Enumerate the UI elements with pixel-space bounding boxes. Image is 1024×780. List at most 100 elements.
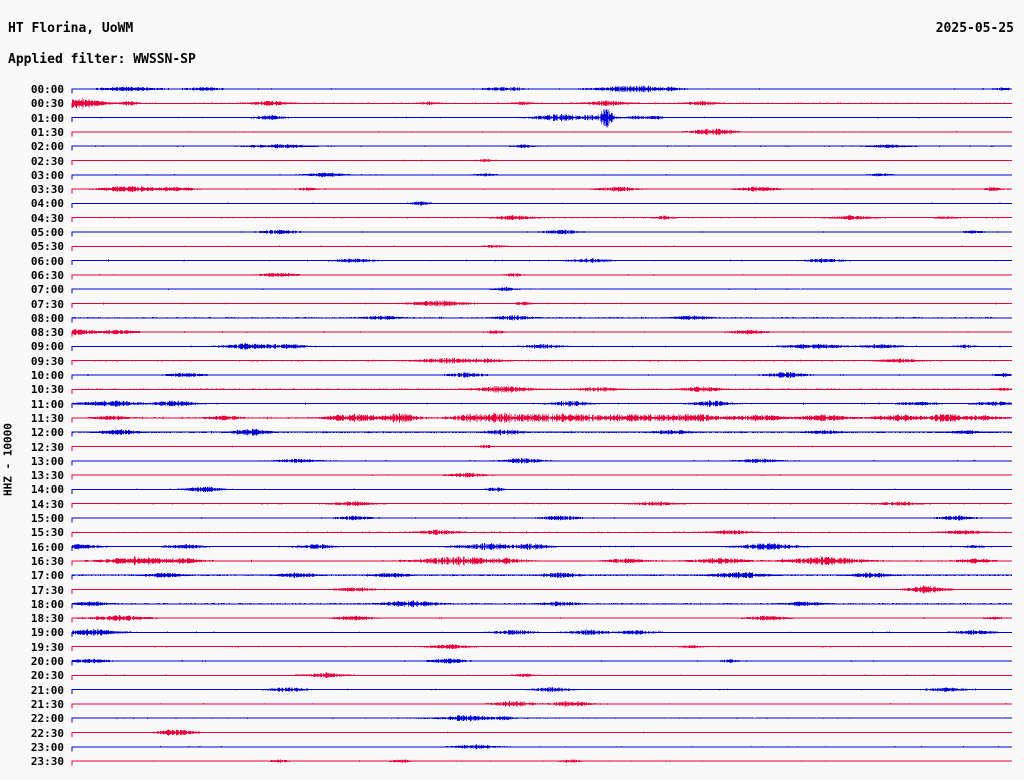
- trace-row: [71, 244, 1012, 251]
- time-label-1100: 11:00: [30, 397, 64, 411]
- trace-envelope: [72, 287, 1012, 292]
- time-label-1400: 14:00: [30, 483, 64, 497]
- time-label-0730: 07:30: [30, 297, 64, 311]
- trace-row: [71, 529, 1012, 537]
- time-label-0100: 01:00: [30, 111, 64, 125]
- time-label-0200: 02:00: [30, 140, 64, 154]
- trace-row: [71, 328, 1012, 337]
- trace-envelope: [72, 85, 1012, 93]
- time-label-2130: 21:30: [30, 697, 64, 711]
- time-label-2300: 23:00: [30, 740, 64, 754]
- trace-row: [71, 486, 1012, 494]
- trace-row: [71, 457, 1012, 466]
- trace-envelope: [72, 759, 1012, 764]
- time-label-1900: 19:00: [30, 626, 64, 640]
- trace-envelope: [72, 300, 1012, 307]
- trace-row: [71, 759, 1012, 766]
- time-label-1730: 17:30: [30, 583, 64, 597]
- trace-envelope: [72, 556, 1012, 566]
- trace-envelope: [72, 486, 1012, 493]
- trace-envelope: [72, 585, 1012, 594]
- trace-row: [71, 628, 1012, 637]
- trace-envelope: [72, 215, 1012, 221]
- trace-envelope: [72, 315, 1012, 321]
- time-label-0800: 08:00: [30, 311, 64, 325]
- trace-envelope: [72, 715, 1012, 722]
- trace-envelope: [72, 201, 1012, 206]
- time-label-0400: 04:00: [30, 197, 64, 211]
- trace-envelope: [72, 109, 1012, 126]
- trace-row: [71, 444, 1012, 451]
- trace-envelope: [72, 457, 1012, 464]
- trace-row: [71, 109, 1012, 128]
- time-label-1600: 16:00: [30, 540, 64, 554]
- trace-row: [71, 472, 1012, 480]
- time-label-0130: 01:30: [30, 125, 64, 139]
- trace-canvas: [71, 85, 1012, 766]
- time-label-0830: 08:30: [30, 326, 64, 340]
- trace-envelope: [72, 97, 1012, 110]
- trace-row: [71, 158, 1012, 165]
- time-label-1530: 15:30: [30, 526, 64, 540]
- trace-row: [71, 185, 1012, 194]
- trace-row: [71, 501, 1012, 509]
- trace-envelope: [72, 412, 1012, 424]
- time-label-2230: 22:30: [30, 726, 64, 740]
- time-label-2100: 21:00: [30, 683, 64, 697]
- time-label-1000: 10:00: [30, 369, 64, 382]
- trace-row: [71, 85, 1012, 94]
- time-label-1030: 10:30: [30, 383, 64, 397]
- trace-row: [71, 128, 1012, 137]
- trace-envelope: [72, 328, 1012, 336]
- time-label-2030: 20:30: [30, 669, 64, 683]
- time-label-1130: 11:30: [30, 411, 64, 425]
- time-label-1230: 12:30: [30, 440, 64, 454]
- trace-row: [71, 700, 1012, 709]
- trace-envelope: [72, 515, 1012, 521]
- trace-envelope: [72, 672, 1012, 679]
- trace-row: [71, 143, 1012, 151]
- trace-envelope: [72, 644, 1012, 650]
- trace-row: [71, 343, 1012, 351]
- trace-envelope: [72, 357, 1012, 364]
- trace-envelope: [72, 258, 1012, 264]
- time-label-1800: 18:00: [30, 597, 64, 611]
- trace-row: [71, 97, 1012, 110]
- trace-envelope: [72, 185, 1012, 193]
- time-label-0430: 04:30: [30, 211, 64, 225]
- time-label-1830: 18:30: [30, 612, 64, 626]
- trace-row: [71, 428, 1012, 437]
- time-label-0600: 06:00: [30, 254, 64, 268]
- trace-envelope: [72, 399, 1012, 408]
- trace-envelope: [72, 371, 1012, 379]
- trace-envelope: [72, 244, 1012, 248]
- trace-envelope: [72, 272, 1012, 278]
- trace-row: [71, 644, 1012, 652]
- trace-envelope: [72, 600, 1012, 608]
- time-label-1330: 13:30: [30, 469, 64, 483]
- trace-row: [71, 215, 1012, 223]
- trace-row: [71, 229, 1012, 237]
- trace-envelope: [72, 472, 1012, 478]
- time-label-1700: 17:00: [30, 569, 64, 583]
- applied-filter-label: Applied filter: WWSSN-SP: [8, 52, 196, 67]
- trace-row: [71, 585, 1012, 594]
- time-label-2200: 22:00: [30, 712, 64, 726]
- time-label-0300: 03:00: [30, 168, 64, 182]
- time-label-0900: 09:00: [30, 340, 64, 354]
- trace-envelope: [72, 744, 1012, 750]
- trace-row: [71, 571, 1012, 580]
- trace-envelope: [72, 229, 1012, 235]
- trace-envelope: [72, 158, 1012, 163]
- trace-envelope: [72, 428, 1012, 436]
- trace-envelope: [72, 542, 1012, 551]
- trace-row: [71, 300, 1012, 308]
- trace-row: [71, 272, 1012, 280]
- trace-row: [71, 556, 1012, 566]
- time-label-0930: 09:30: [30, 354, 64, 368]
- trace-row: [71, 715, 1012, 723]
- time-label-0000: 00:00: [30, 83, 64, 96]
- time-label-1630: 16:30: [30, 554, 64, 568]
- trace-row: [71, 385, 1012, 394]
